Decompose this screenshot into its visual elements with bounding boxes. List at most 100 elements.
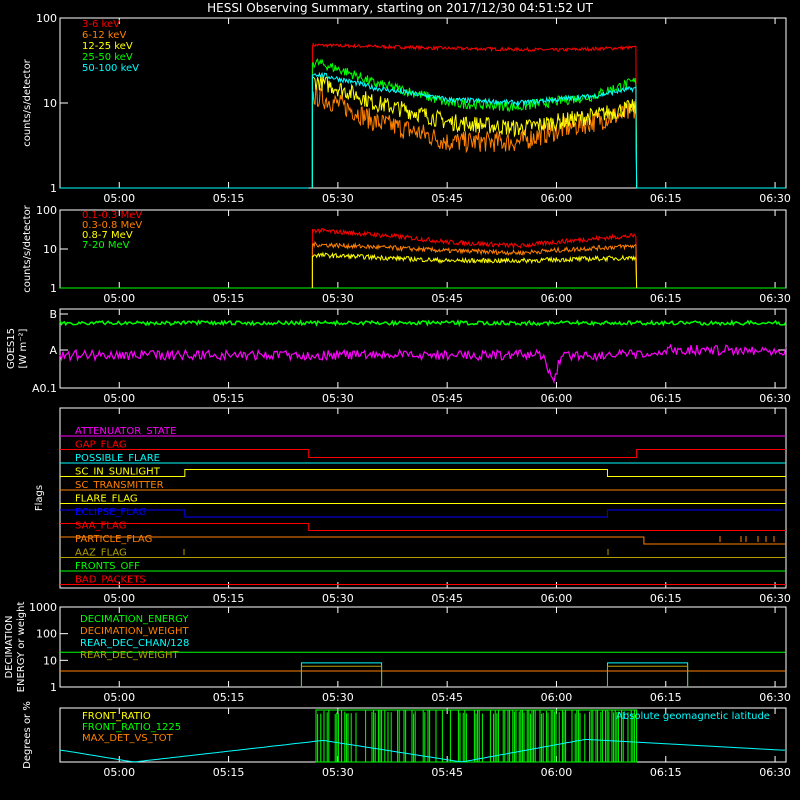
decimation-ylabel: DECIMATION bbox=[4, 615, 15, 678]
time-tick-label: 05:45 bbox=[431, 592, 463, 605]
counts-ylabel: counts/s/detector bbox=[22, 58, 33, 146]
flag-line-1 bbox=[60, 449, 786, 458]
decimation-legend-1: DECIMATION_WEIGHT bbox=[80, 626, 189, 637]
time-tick-label: 05:15 bbox=[213, 192, 245, 205]
time-tick-label: 06:30 bbox=[759, 766, 791, 779]
high-counts-series-1 bbox=[311, 240, 638, 289]
flag-label-10: FRONTS_OFF bbox=[75, 561, 140, 572]
goes-tick-label: A0.1 bbox=[32, 382, 57, 395]
time-tick-label: 06:30 bbox=[759, 592, 791, 605]
goes-long-series bbox=[59, 319, 787, 328]
flag-line-3 bbox=[60, 469, 786, 477]
time-tick-label: 06:00 bbox=[541, 691, 573, 704]
ratio-legend-1: FRONT_RATIO_1225 bbox=[82, 722, 181, 733]
y-tick-label: 1 bbox=[50, 681, 57, 694]
time-tick-label: 05:00 bbox=[103, 292, 135, 305]
geomag-latitude-line bbox=[59, 739, 785, 763]
flag-label-4: SC_TRANSMITTER bbox=[75, 480, 164, 491]
counts-series-0 bbox=[311, 42, 638, 189]
time-tick-label: 06:15 bbox=[650, 292, 682, 305]
flags-ylabel: Flags bbox=[34, 485, 45, 511]
time-tick-label: 05:45 bbox=[431, 192, 463, 205]
time-tick-label: 06:00 bbox=[541, 592, 573, 605]
y-tick-label: 100 bbox=[36, 628, 57, 641]
goes-tick-label: A bbox=[49, 344, 57, 357]
time-tick-label: 05:15 bbox=[213, 691, 245, 704]
flag-label-1: GAP_FLAG bbox=[75, 440, 127, 451]
counts-legend-4: 50-100 keV bbox=[82, 63, 139, 74]
high-counts-series-0 bbox=[311, 227, 638, 289]
y-tick-label: 1 bbox=[50, 182, 57, 195]
y-tick-label: 1 bbox=[50, 282, 57, 295]
time-tick-label: 05:30 bbox=[322, 192, 354, 205]
time-tick-label: 06:15 bbox=[650, 766, 682, 779]
counts-legend-0: 3-6 keV bbox=[82, 19, 120, 30]
time-tick-label: 05:45 bbox=[431, 392, 463, 405]
time-tick-label: 06:00 bbox=[541, 392, 573, 405]
counts-legend-2: 12-25 keV bbox=[82, 41, 133, 52]
decimation-panel-frame bbox=[59, 606, 787, 688]
decimation-series-3 bbox=[606, 665, 689, 687]
time-tick-label: 05:00 bbox=[103, 691, 135, 704]
time-tick-label: 06:15 bbox=[650, 392, 682, 405]
flag-label-3: SC_IN_SUNLIGHT bbox=[75, 467, 161, 478]
goes-tick-label: B bbox=[49, 308, 57, 321]
time-tick-label: 06:00 bbox=[541, 292, 573, 305]
flag-label-11: BAD_PACKETS bbox=[75, 575, 146, 586]
flag-label-7: SAA_FLAG bbox=[75, 521, 126, 532]
high-counts-legend-3: 7-20 MeV bbox=[82, 240, 130, 251]
time-tick-label: 06:15 bbox=[650, 592, 682, 605]
flag-label-9: AAZ_FLAG bbox=[75, 548, 127, 559]
time-tick-label: 05:45 bbox=[431, 766, 463, 779]
high-counts-legend-0: 0.1-0.3 MeV bbox=[82, 210, 142, 221]
time-tick-label: 06:30 bbox=[759, 192, 791, 205]
counts-series-1 bbox=[311, 86, 638, 189]
time-tick-label: 05:30 bbox=[322, 592, 354, 605]
counts-series-4 bbox=[311, 71, 638, 189]
time-tick-label: 05:00 bbox=[103, 192, 135, 205]
time-tick-label: 06:30 bbox=[759, 292, 791, 305]
time-tick-label: 05:45 bbox=[431, 691, 463, 704]
y-tick-label: 10 bbox=[43, 97, 57, 110]
time-tick-label: 06:30 bbox=[759, 691, 791, 704]
time-tick-label: 05:00 bbox=[103, 392, 135, 405]
decimation-legend-3: REAR_DEC_WEIGHT bbox=[80, 650, 179, 661]
time-tick-label: 05:00 bbox=[103, 766, 135, 779]
flags-panel-frame bbox=[59, 407, 787, 589]
time-tick-label: 05:30 bbox=[322, 766, 354, 779]
goes-ylabel: GOES15 bbox=[6, 328, 17, 369]
ratio-legend-2: MAX_DET_VS_TOT bbox=[82, 733, 174, 744]
decimation-series-3 bbox=[300, 665, 383, 687]
time-tick-label: 06:30 bbox=[759, 392, 791, 405]
time-tick-label: 05:45 bbox=[431, 292, 463, 305]
decimation-legend-0: DECIMATION_ENERGY bbox=[80, 614, 189, 625]
y-tick-label: 100 bbox=[36, 204, 57, 217]
decimation-legend-2: REAR_DEC_CHAN/128 bbox=[80, 638, 189, 649]
decimation-ylabel2: ENERGY or weight bbox=[16, 602, 27, 693]
y-tick-label: 1000 bbox=[29, 601, 57, 614]
flag-label-6: ECLIPSE_FLAG bbox=[75, 507, 146, 518]
time-tick-label: 05:30 bbox=[322, 392, 354, 405]
high-counts-ylabel: counts/s/detector bbox=[22, 204, 33, 292]
y-tick-label: 10 bbox=[43, 654, 57, 667]
time-tick-label: 06:00 bbox=[541, 766, 573, 779]
goes-ylabel2: [W m⁻²] bbox=[18, 328, 29, 368]
time-tick-label: 06:15 bbox=[650, 691, 682, 704]
y-tick-label: 10 bbox=[43, 243, 57, 256]
time-tick-label: 05:15 bbox=[213, 592, 245, 605]
ratio-legend-3: Absolute geomagnetic latitude bbox=[616, 711, 770, 722]
time-tick-label: 05:30 bbox=[322, 292, 354, 305]
goes-short-series bbox=[59, 343, 787, 384]
time-tick-label: 05:00 bbox=[103, 592, 135, 605]
flag-line-7 bbox=[60, 523, 786, 531]
counts-legend-1: 6-12 keV bbox=[82, 30, 126, 41]
time-tick-label: 06:15 bbox=[650, 192, 682, 205]
time-tick-label: 05:15 bbox=[213, 292, 245, 305]
ratio-legend-0: FRONT_RATIO bbox=[82, 711, 151, 722]
time-tick-label: 05:15 bbox=[213, 766, 245, 779]
high-counts-legend-1: 0.3-0.8 MeV bbox=[82, 220, 142, 231]
flag-line-8 bbox=[60, 536, 786, 545]
figure-title: HESSI Observing Summary, starting on 201… bbox=[207, 1, 593, 15]
